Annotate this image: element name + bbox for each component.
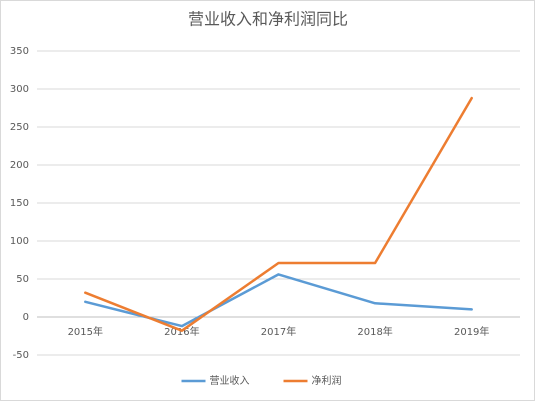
y-tick-label: 100 [10, 236, 29, 247]
series-line [84, 96, 473, 332]
y-tick-label: 350 [10, 46, 29, 57]
x-tick-label: 2017年 [261, 325, 296, 338]
y-tick-label: 150 [10, 198, 29, 209]
y-tick-label: 300 [10, 84, 29, 95]
y-tick-label: 0 [23, 312, 29, 323]
y-tick-label: 50 [16, 274, 29, 285]
x-tick-label: 2015年 [68, 325, 103, 338]
legend-label: 净利润 [312, 374, 342, 387]
x-tick-label: 2018年 [357, 325, 392, 338]
y-tick-label: -50 [13, 350, 29, 361]
x-tick-label: 2019年 [454, 325, 489, 338]
chart-title: 营业收入和净利润同比 [188, 10, 348, 29]
y-tick-label: 250 [10, 122, 29, 133]
y-tick-label: 200 [10, 160, 29, 171]
legend-label: 营业收入 [210, 374, 250, 387]
